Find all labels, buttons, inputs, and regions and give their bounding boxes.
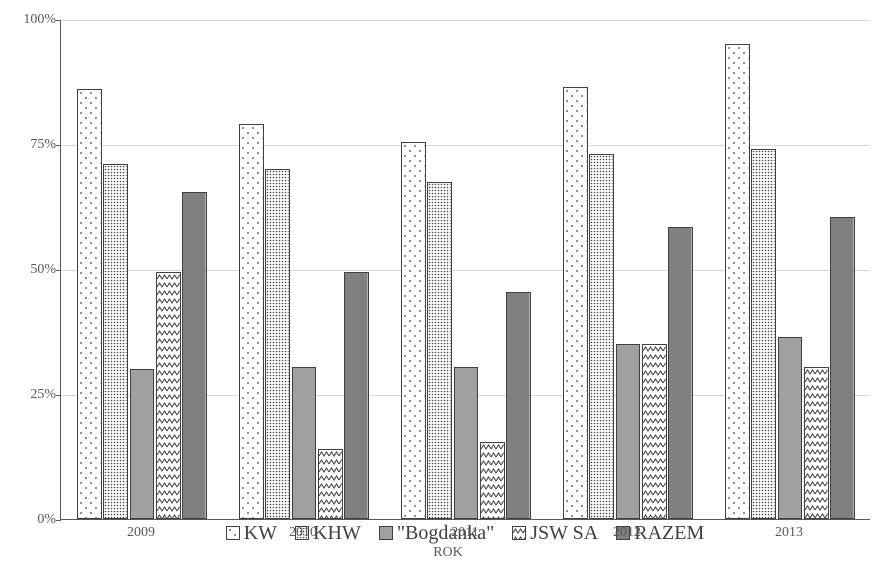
legend-label: "Bogdanka" (397, 522, 494, 545)
legend-label: KHW (313, 522, 361, 545)
bar-khw (427, 182, 452, 520)
x-tick-label: 2011 (451, 525, 478, 541)
x-tick-label: 2012 (613, 525, 641, 541)
x-tick-label: 2010 (289, 525, 317, 541)
bar-jsw (804, 367, 829, 520)
bar-razem (182, 192, 207, 520)
y-tick-label: 25% (6, 387, 56, 403)
bar-bogdanka (292, 367, 317, 520)
bar-jsw (480, 442, 505, 520)
bar-chart: KW KHW "Bogdanka" JSW SA RAZEM ROK 0% 25% 50% 7… (0, 0, 896, 575)
bar-bogdanka (778, 337, 803, 520)
bar-jsw (318, 449, 343, 519)
y-tick-label: 50% (6, 262, 56, 278)
legend-swatch (226, 526, 240, 540)
bar-bogdanka (130, 369, 155, 519)
legend-label: RAZEM (634, 522, 704, 545)
legend-swatch (512, 526, 526, 540)
x-tick-label: 2009 (127, 525, 155, 541)
bar-kw (725, 44, 750, 519)
y-tick-mark (56, 20, 61, 21)
y-tick-mark (56, 395, 61, 396)
x-tick-label: 2013 (775, 525, 803, 541)
bar-kw (239, 124, 264, 519)
legend-label: KW (244, 522, 277, 545)
legend-item-kw: KW (226, 522, 277, 545)
bar-jsw (642, 344, 667, 519)
bar-jsw (156, 272, 181, 520)
plot-area (60, 20, 870, 520)
y-tick-mark (56, 145, 61, 146)
bar-khw (589, 154, 614, 519)
bar-razem (830, 217, 855, 520)
gridline (61, 20, 870, 21)
y-tick-label: 0% (6, 512, 56, 528)
bar-razem (668, 227, 693, 520)
bar-kw (401, 142, 426, 520)
bar-khw (265, 169, 290, 519)
bar-kw (563, 87, 588, 520)
legend-swatch (379, 526, 393, 540)
bar-bogdanka (616, 344, 641, 519)
legend-label: JSW SA (530, 522, 598, 545)
bar-kw (77, 89, 102, 519)
bar-khw (103, 164, 128, 519)
y-tick-mark (56, 270, 61, 271)
bar-razem (506, 292, 531, 520)
x-axis-title: ROK (433, 545, 463, 561)
y-tick-label: 100% (6, 12, 56, 28)
y-tick-label: 75% (6, 137, 56, 153)
bar-razem (344, 272, 369, 520)
bar-khw (751, 149, 776, 519)
bar-bogdanka (454, 367, 479, 520)
legend-item-jsw: JSW SA (512, 522, 598, 545)
